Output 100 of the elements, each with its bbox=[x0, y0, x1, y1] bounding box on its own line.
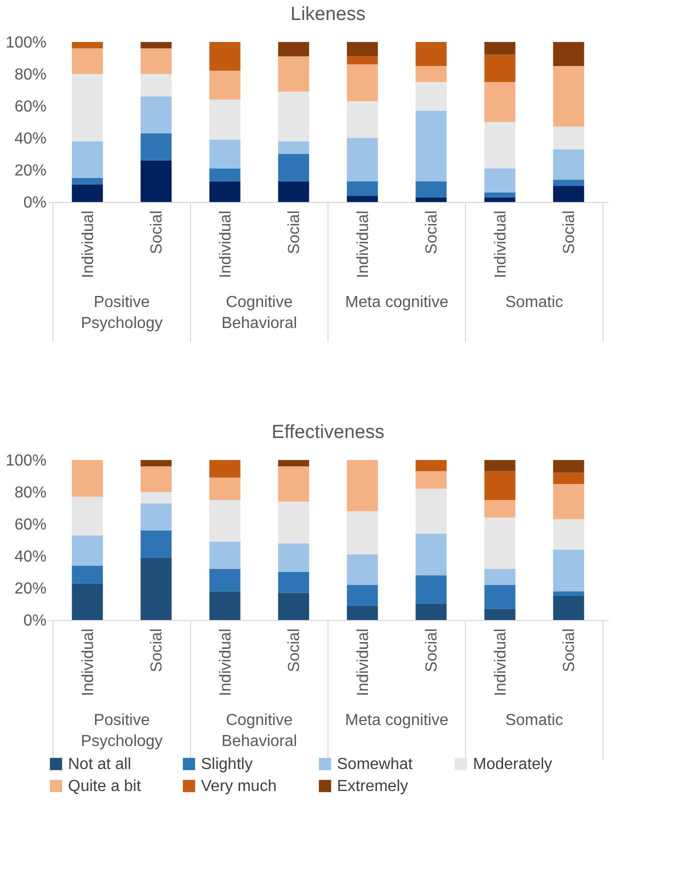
legend-label: Very much bbox=[201, 778, 277, 795]
x-tick-label: Individual bbox=[217, 628, 234, 696]
bar bbox=[416, 488, 447, 534]
bar bbox=[553, 66, 584, 127]
bar bbox=[416, 197, 447, 202]
bar bbox=[346, 181, 378, 196]
bar bbox=[72, 141, 103, 178]
bar bbox=[278, 181, 310, 202]
y-tick-label: 60% bbox=[14, 98, 46, 116]
x-tick-label: Individual bbox=[492, 628, 510, 696]
x-tick-label: Social bbox=[561, 210, 578, 254]
bar bbox=[484, 122, 516, 168]
chart-title: Likeness bbox=[290, 4, 366, 25]
x-tick-label: Individual bbox=[492, 210, 510, 278]
bar bbox=[140, 466, 172, 492]
bar bbox=[209, 42, 240, 71]
bar bbox=[278, 460, 310, 466]
bar bbox=[346, 56, 378, 64]
bar bbox=[553, 591, 584, 596]
text: Positive Psychology bbox=[80, 294, 163, 332]
bar bbox=[346, 606, 378, 620]
bar bbox=[416, 66, 447, 82]
bar bbox=[346, 554, 378, 585]
bar bbox=[416, 42, 447, 66]
bar bbox=[484, 471, 516, 500]
bar bbox=[346, 64, 378, 102]
bar bbox=[416, 82, 447, 111]
bar bbox=[416, 575, 447, 604]
text: Cognitive Behavioral bbox=[221, 712, 298, 750]
text: Somatic bbox=[505, 712, 564, 729]
bar bbox=[553, 180, 584, 186]
legend-label: Somewhat bbox=[337, 756, 414, 773]
bar bbox=[209, 181, 240, 202]
text: Positive Psychology bbox=[80, 712, 163, 750]
bar bbox=[484, 197, 516, 202]
bar bbox=[140, 460, 172, 466]
text: Meta cognitive bbox=[345, 294, 448, 311]
bar bbox=[346, 138, 378, 182]
bar bbox=[346, 196, 378, 202]
bar bbox=[278, 154, 310, 182]
bar bbox=[278, 42, 310, 56]
bar bbox=[72, 178, 103, 184]
bar bbox=[140, 48, 172, 74]
bar bbox=[553, 472, 584, 484]
bar bbox=[278, 56, 310, 92]
bar bbox=[484, 54, 516, 82]
chart-title: Effectiveness bbox=[272, 422, 384, 443]
bar bbox=[72, 48, 103, 74]
bar bbox=[484, 42, 516, 55]
bar bbox=[140, 133, 172, 160]
bar bbox=[553, 42, 584, 66]
bar bbox=[209, 70, 240, 100]
bar bbox=[484, 168, 516, 192]
bar bbox=[553, 186, 584, 202]
bar bbox=[416, 110, 447, 182]
bar bbox=[140, 558, 172, 620]
legend-label: Extremely bbox=[337, 778, 408, 795]
bar bbox=[140, 96, 172, 134]
y-tick-label: 40% bbox=[14, 130, 46, 148]
bar bbox=[140, 42, 172, 48]
bar bbox=[553, 149, 584, 180]
text: Cognitive Behavioral bbox=[221, 294, 298, 332]
bar bbox=[209, 168, 240, 182]
bar bbox=[553, 460, 584, 473]
bar bbox=[553, 519, 584, 550]
legend-label: Not at all bbox=[68, 756, 132, 773]
bar bbox=[72, 74, 103, 142]
bar bbox=[416, 471, 447, 489]
y-tick-label: 60% bbox=[14, 516, 46, 534]
text: Somatic bbox=[505, 294, 564, 311]
bar bbox=[72, 460, 103, 497]
bar bbox=[346, 42, 378, 56]
y-tick-label: 80% bbox=[14, 66, 46, 84]
bar bbox=[553, 126, 584, 150]
x-tick-label: Individual bbox=[80, 210, 97, 278]
bar bbox=[553, 550, 584, 592]
x-tick-label: Social bbox=[286, 628, 304, 672]
x-tick-label: Social bbox=[424, 210, 441, 254]
bar bbox=[346, 101, 378, 138]
x-tick-label: Individual bbox=[217, 210, 234, 278]
bar bbox=[140, 503, 172, 530]
bar bbox=[209, 478, 240, 500]
x-tick-label: Social bbox=[424, 628, 441, 672]
bar bbox=[278, 592, 310, 620]
bar bbox=[72, 42, 103, 48]
bar bbox=[209, 568, 240, 592]
bar bbox=[278, 92, 310, 142]
x-tick-label: Individual bbox=[80, 628, 97, 696]
bar bbox=[72, 496, 103, 536]
bar bbox=[209, 460, 240, 478]
bar bbox=[72, 566, 103, 584]
bar bbox=[484, 460, 516, 472]
bar bbox=[416, 181, 447, 198]
bar bbox=[140, 530, 172, 558]
bar bbox=[484, 192, 516, 198]
bar bbox=[484, 584, 516, 609]
y-tick-label: 20% bbox=[14, 580, 46, 598]
bar bbox=[209, 542, 240, 569]
y-tick-label: 100% bbox=[6, 452, 46, 470]
bar bbox=[278, 572, 310, 593]
